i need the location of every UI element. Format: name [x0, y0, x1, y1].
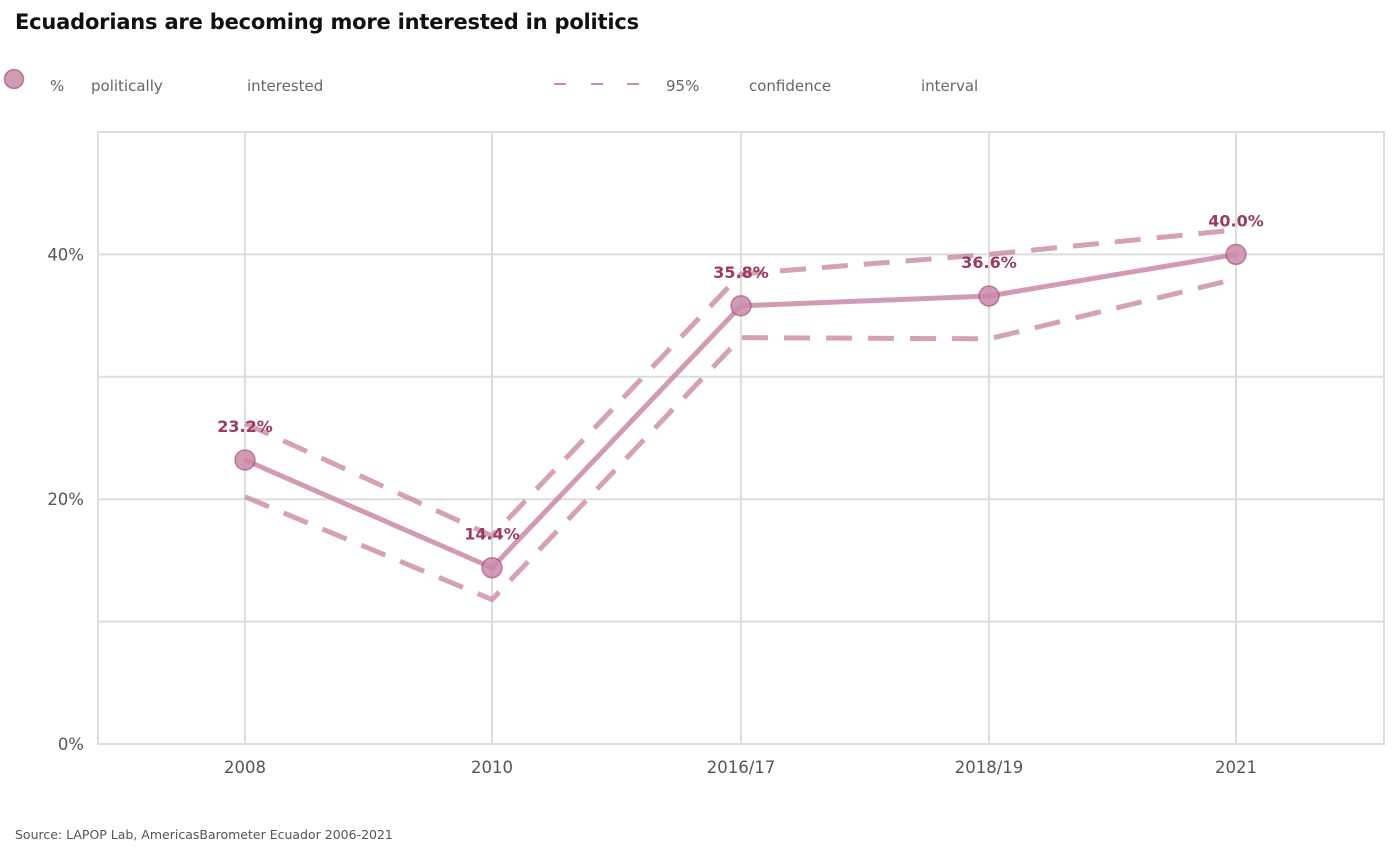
- grid: [97, 131, 1385, 745]
- data-label: 14.4%: [464, 525, 520, 544]
- x-tick-label: 2018/19: [955, 758, 1024, 777]
- ci-upper-line: [243, 227, 1237, 539]
- legend-ci-label: 95%: [666, 77, 699, 95]
- data-points: [234, 243, 1247, 579]
- y-tick-label: 20%: [47, 490, 84, 509]
- legend-ci-label: confidence: [749, 77, 831, 95]
- source-note: Source: LAPOP Lab, AmericasBarometer Ecu…: [15, 827, 393, 842]
- legend-point-label: interested: [247, 77, 323, 95]
- y-tick-label: 0%: [58, 735, 84, 754]
- legend-point-label: %: [50, 77, 64, 95]
- chart-title: Ecuadorians are becoming more interested…: [15, 10, 639, 34]
- data-label: 23.2%: [217, 417, 273, 436]
- data-point: [730, 295, 752, 317]
- data-labels: 23.2% 14.4% 35.8% 36.6% 40.0%: [217, 211, 1264, 543]
- legend-point-label: politically: [91, 77, 163, 95]
- y-tick-label: 40%: [47, 245, 84, 264]
- data-point: [234, 449, 256, 471]
- x-tick-label: 2010: [471, 758, 513, 777]
- data-point: [978, 285, 1000, 307]
- x-tick-label: 2021: [1215, 758, 1257, 777]
- data-label: 35.8%: [713, 263, 769, 282]
- x-tick-label: 2008: [224, 758, 266, 777]
- ci-lower-line: [244, 276, 1237, 603]
- data-label: 40.0%: [1208, 211, 1264, 230]
- legend: % politically interested 95% confidence inter…: [3, 68, 978, 95]
- axis-labels: 2008 2010 2016/17 2018/19 2021 0% 20% 40%: [47, 245, 1257, 777]
- confidence-interval: [243, 227, 1237, 603]
- legend-point-icon: [3, 68, 25, 90]
- x-tick-label: 2016/17: [707, 758, 776, 777]
- data-point: [481, 556, 503, 579]
- legend-ci-label: interval: [921, 77, 978, 95]
- data-label: 36.6%: [961, 253, 1017, 272]
- data-point: [1225, 243, 1247, 266]
